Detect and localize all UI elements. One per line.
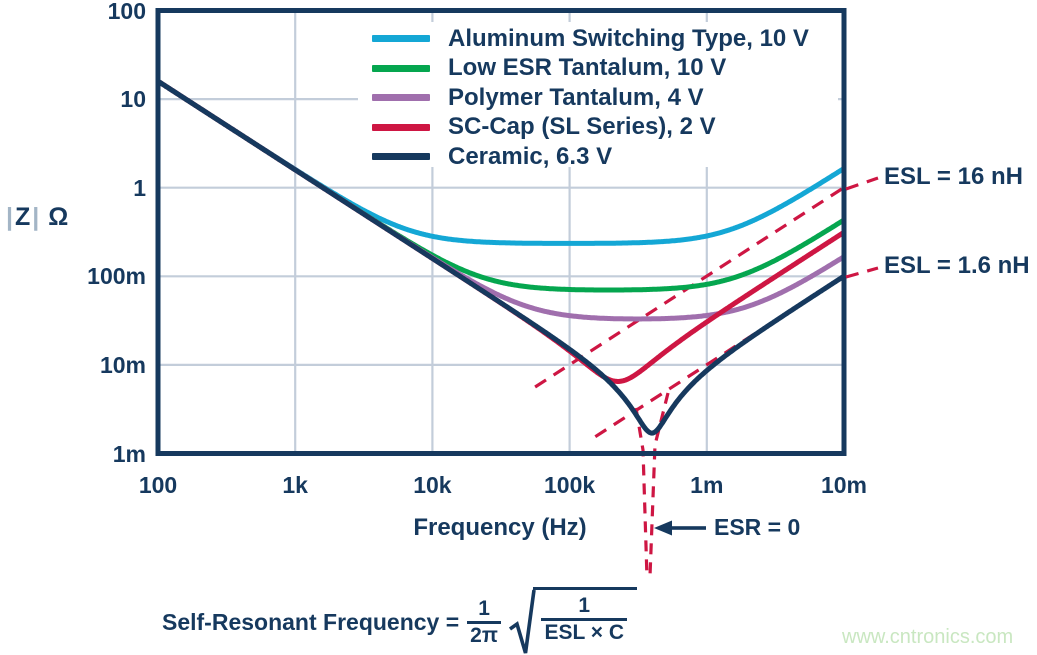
legend-label-sc-cap: SC-Cap (SL Series), 2 V	[448, 113, 716, 141]
fraction-numerator: 1	[578, 594, 591, 617]
y-tick-label-100m: 100m	[87, 263, 146, 290]
radicand: 1 ESL × C	[533, 587, 637, 645]
y-axis-letter: Z	[15, 203, 31, 231]
esr-zero-notch-left	[634, 407, 649, 579]
legend-item: Low ESR Tantalum, 10 V	[372, 54, 809, 84]
x-tick-label-100k: 100k	[544, 472, 596, 498]
x-tick-label-10k: 10k	[413, 472, 452, 498]
legend-label-polymer-tantalum: Polymer Tantalum, 4 V	[448, 83, 704, 111]
y-axis-unit: Ω	[48, 203, 69, 231]
fraction-numerator: 1	[478, 596, 490, 620]
annotation-esl-16nh: ESL = 16 nH	[884, 163, 1023, 190]
legend-swatch-aluminum	[372, 35, 430, 43]
fraction-one-over-2pi: 1 2π	[467, 597, 501, 648]
legend-swatch-sc-cap	[372, 123, 430, 131]
legend-swatch-low-esr-tantalum	[372, 64, 430, 72]
radical-icon	[508, 589, 536, 654]
annotation-esl-1p6nh: ESL = 1.6 nH	[884, 252, 1030, 279]
legend-item: Ceramic, 6.3 V	[372, 142, 809, 172]
curve-4	[155, 78, 847, 436]
y-tick-label-10m: 10m	[99, 351, 146, 378]
legend-swatch-ceramic	[372, 153, 430, 161]
legend-label-low-esr-tantalum: Low ESR Tantalum, 10 V	[448, 54, 727, 82]
legend-swatch-polymer-tantalum	[372, 94, 430, 102]
left-arrow-icon	[654, 520, 706, 535]
legend-item: SC-Cap (SL Series), 2 V	[372, 113, 809, 143]
legend: Aluminum Switching Type, 10 V Low ESR Ta…	[372, 24, 809, 172]
y-tick-label-10: 10	[120, 86, 146, 113]
legend-item: Aluminum Switching Type, 10 V	[372, 24, 809, 54]
esl-1p6-connector	[845, 266, 879, 279]
y-tick-label-1m: 1m	[112, 440, 146, 467]
legend-background	[358, 22, 838, 167]
esr-zero-notch-right	[648, 392, 670, 577]
esr-0-text: ESR = 0	[714, 514, 801, 540]
x-tick-label-1m: 1m	[690, 472, 724, 498]
y-tick-label-1: 1	[133, 174, 146, 201]
fraction-denominator: ESL × C	[541, 618, 627, 645]
y-axis-title: |Z| Ω	[4, 203, 68, 232]
square-root: 1 ESL × C	[508, 587, 637, 655]
fraction-denominator: 2π	[467, 620, 501, 648]
legend-label-ceramic: Ceramic, 6.3 V	[448, 142, 613, 170]
legend-label-aluminum: Aluminum Switching Type, 10 V	[448, 24, 809, 52]
annotation-esr-0: ESR = 0	[654, 514, 800, 541]
x-tick-label-100: 100	[138, 472, 178, 498]
abs-bar-right: |	[32, 203, 40, 231]
formula-lhs: Self-Resonant Frequency =	[162, 608, 460, 635]
abs-bar-left: |	[6, 203, 13, 231]
x-tick-label-10m: 10m	[820, 472, 868, 498]
legend-item: Polymer Tantalum, 4 V	[372, 83, 809, 113]
plot-frame	[155, 8, 847, 456]
y-tick-label-100: 100	[107, 0, 146, 24]
formula-self-resonant-frequency: Self-Resonant Frequency = 1 2π 1 ESL × C	[162, 586, 637, 655]
fraction-one-over-eslc: 1 ESL × C	[541, 594, 627, 645]
x-tick-label-1k: 1k	[282, 472, 308, 498]
esl-16-connector	[845, 176, 879, 191]
x-axis-title: Frequency (Hz)	[413, 514, 587, 541]
watermark: www.cntronics.com	[842, 626, 1014, 648]
